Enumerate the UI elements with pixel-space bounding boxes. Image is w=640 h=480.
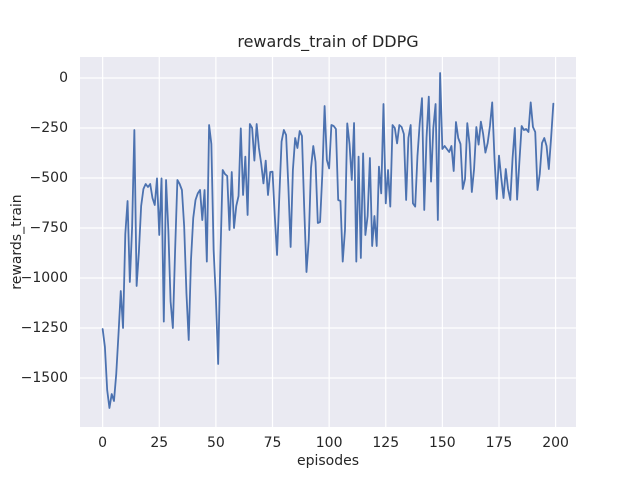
x-tick-label: 175 — [485, 435, 513, 451]
y-tick-label: −250 — [29, 120, 68, 136]
y-tick-label: −1000 — [20, 270, 68, 286]
x-tick-label: 100 — [315, 435, 343, 451]
x-tick-label: 150 — [428, 435, 456, 451]
x-tick-label: 200 — [542, 435, 569, 451]
y-tick-label: −500 — [29, 170, 68, 186]
y-tick-label: −1250 — [20, 320, 68, 336]
axes-background — [80, 57, 576, 427]
rewards-line-series — [101, 72, 555, 409]
chart-title: rewards_train of DDPG — [237, 32, 419, 51]
plot-area — [80, 57, 576, 427]
x-tick-label: 50 — [206, 435, 225, 451]
x-tick-label: 75 — [263, 435, 282, 451]
y-tick-label: 0 — [59, 70, 68, 86]
y-tick-label: −1500 — [20, 370, 68, 386]
x-tick-label: 0 — [98, 435, 108, 451]
x-tick-label: 25 — [150, 435, 169, 451]
y-tick-label: −750 — [29, 220, 68, 236]
x-axis-label: episodes — [296, 453, 360, 469]
x-tick-label: 125 — [372, 435, 400, 451]
